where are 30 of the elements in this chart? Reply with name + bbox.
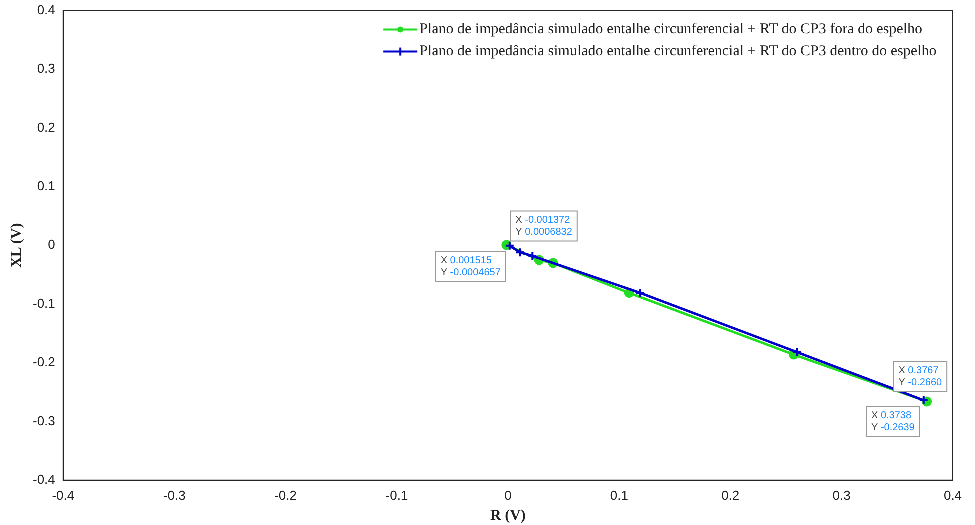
x-tick-label: -0.2 bbox=[274, 488, 298, 503]
x-tick-label: 0.4 bbox=[944, 488, 962, 503]
x-axis-title: R (V) bbox=[490, 508, 526, 524]
x-tick-label: -0.3 bbox=[163, 488, 186, 503]
y-tick-label: 0.3 bbox=[37, 61, 56, 76]
y-tick-label: 0.1 bbox=[37, 178, 56, 194]
y-tick-label: 0 bbox=[48, 237, 56, 252]
annotation: X 0.3738 Y -0.2639 bbox=[872, 410, 916, 434]
y-tick-label: 0.4 bbox=[37, 2, 56, 18]
legend-label: Plano de impedância simulado entalhe circunferencial + RT do CP3 fora do espelho bbox=[420, 22, 923, 38]
x-tick-label: 0.3 bbox=[832, 488, 851, 503]
annotation: X 0.001515 Y -0.0004657 bbox=[440, 256, 502, 279]
x-tick-label: -0.4 bbox=[52, 488, 75, 503]
x-tick-label: 0.2 bbox=[722, 488, 740, 503]
point bbox=[792, 347, 802, 358]
x-tick-label: 0.1 bbox=[610, 488, 628, 503]
y-tick-label: -0.4 bbox=[32, 472, 56, 487]
point bbox=[528, 251, 538, 262]
point bbox=[515, 248, 526, 258]
annotation: X -0.001372 Y 0.0006832 bbox=[516, 214, 573, 238]
y-tick-label: 0.2 bbox=[37, 120, 56, 135]
x-tick-label: 0 bbox=[504, 488, 512, 503]
y-tick-label: -0.1 bbox=[32, 296, 56, 311]
y-tick-label: -0.2 bbox=[32, 354, 56, 370]
x-tick-label: -0.1 bbox=[386, 488, 408, 503]
legend-label: Plano de impedância simulado entalhe circunferencial + RT do CP3 dentro do espelho bbox=[420, 44, 937, 60]
annotation: X 0.3767 Y -0.2660 bbox=[898, 365, 943, 388]
y-axis-title: XL (V) bbox=[8, 223, 25, 268]
y-tick-label: -0.3 bbox=[32, 413, 56, 428]
point bbox=[636, 288, 646, 298]
